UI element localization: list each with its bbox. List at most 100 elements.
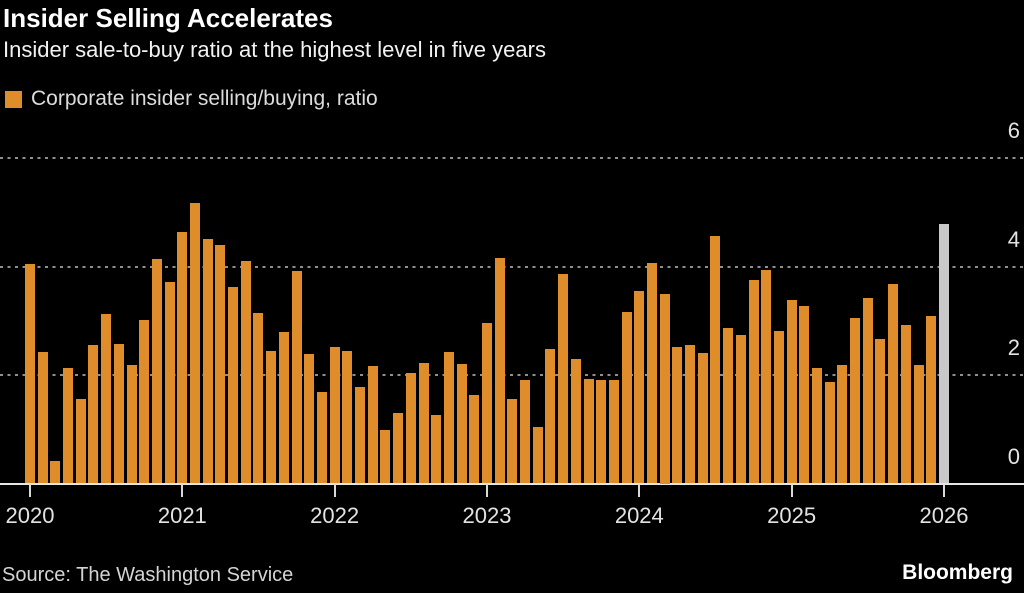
- bar: [786, 300, 797, 484]
- bar: [570, 358, 581, 484]
- bar: [215, 244, 226, 484]
- bar: [393, 412, 404, 484]
- bar: [748, 279, 759, 484]
- bar: [355, 387, 366, 484]
- bar: [697, 352, 708, 484]
- bar: [824, 381, 835, 484]
- x-year-label: 2020: [5, 503, 55, 528]
- bar: [291, 270, 302, 484]
- x-tick: [333, 484, 336, 497]
- bar: [913, 365, 924, 484]
- bar: [367, 365, 378, 484]
- bar: [126, 365, 137, 484]
- bar: [431, 414, 442, 484]
- bar: [50, 460, 61, 484]
- bar: [304, 354, 315, 484]
- bar: [266, 350, 277, 484]
- bar: [761, 270, 772, 484]
- bar: [507, 398, 518, 484]
- bar: [151, 259, 162, 484]
- bar: [481, 323, 492, 484]
- bar: [456, 364, 467, 484]
- bar: [190, 203, 201, 484]
- bar: [862, 297, 873, 484]
- bar: [177, 231, 188, 484]
- bar: [735, 334, 746, 484]
- bar: [837, 364, 848, 484]
- bar: [723, 327, 734, 484]
- bar: [202, 238, 213, 484]
- bar: [278, 331, 289, 484]
- bar: [418, 362, 429, 484]
- bar: [164, 282, 175, 484]
- bar: [253, 313, 264, 484]
- legend: Corporate insider selling/buying, ratio: [5, 87, 378, 110]
- y-axis-label: 2: [1007, 335, 1020, 360]
- bar: [228, 287, 239, 484]
- x-year-label: 2023: [462, 503, 512, 528]
- x-tick: [942, 484, 945, 497]
- y-gridline: [0, 265, 1024, 268]
- bar: [672, 347, 683, 484]
- bar: [621, 311, 632, 484]
- bar: [342, 350, 353, 484]
- bar: [710, 236, 721, 484]
- bar: [101, 313, 112, 484]
- y-gridline: [0, 157, 1024, 159]
- x-axis-baseline: [0, 482, 1024, 485]
- bar: [405, 373, 416, 484]
- bar: [888, 284, 899, 484]
- bar: [634, 291, 645, 484]
- x-year-label: 2024: [614, 503, 664, 528]
- bar: [812, 367, 823, 484]
- bloomberg-logo: Bloomberg: [902, 561, 1013, 584]
- y-axis-label: 0: [1007, 443, 1020, 469]
- x-year-label: 2021: [157, 503, 207, 528]
- bar: [850, 318, 861, 484]
- bar: [88, 345, 99, 484]
- bar: [608, 379, 619, 484]
- bar: [494, 258, 505, 484]
- chart-subtitle: Insider sale-to-buy ratio at the highest…: [3, 37, 546, 62]
- bar-highlighted-latest: [938, 224, 949, 484]
- bar: [659, 293, 670, 484]
- x-year-label: 2025: [767, 503, 817, 528]
- x-year-label: 2022: [310, 503, 360, 528]
- bar: [329, 347, 340, 484]
- legend-label: Corporate insider selling/buying, ratio: [31, 87, 378, 110]
- source-text: Source: The Washington Service: [2, 564, 294, 586]
- legend-swatch-icon: [5, 90, 22, 108]
- bar: [799, 305, 810, 484]
- bar: [240, 261, 251, 484]
- x-tick: [29, 484, 31, 497]
- bar: [113, 343, 124, 484]
- x-tick: [790, 484, 793, 497]
- bar: [75, 398, 86, 484]
- bar: [558, 273, 569, 484]
- bar: [63, 368, 74, 484]
- x-tick: [485, 484, 488, 497]
- x-tick: [638, 484, 641, 497]
- bar: [900, 325, 911, 484]
- bar: [545, 348, 556, 484]
- bar: [875, 338, 886, 484]
- x-year-label: 2026: [919, 503, 969, 528]
- bar: [596, 379, 607, 484]
- x-tick: [181, 484, 184, 497]
- bar: [37, 352, 48, 484]
- bar: [520, 379, 531, 484]
- bar: [773, 330, 784, 484]
- chart-title: Insider Selling Accelerates: [3, 3, 333, 33]
- bar: [316, 392, 327, 484]
- bar: [647, 262, 657, 484]
- bar: [380, 429, 391, 484]
- bar: [532, 426, 543, 484]
- bar: [685, 345, 696, 484]
- bar: [139, 320, 150, 484]
- y-gridline: [0, 374, 1024, 376]
- bar: [469, 394, 480, 484]
- y-axis-label: 4: [1007, 226, 1020, 252]
- y-axis-label: 6: [1007, 118, 1020, 143]
